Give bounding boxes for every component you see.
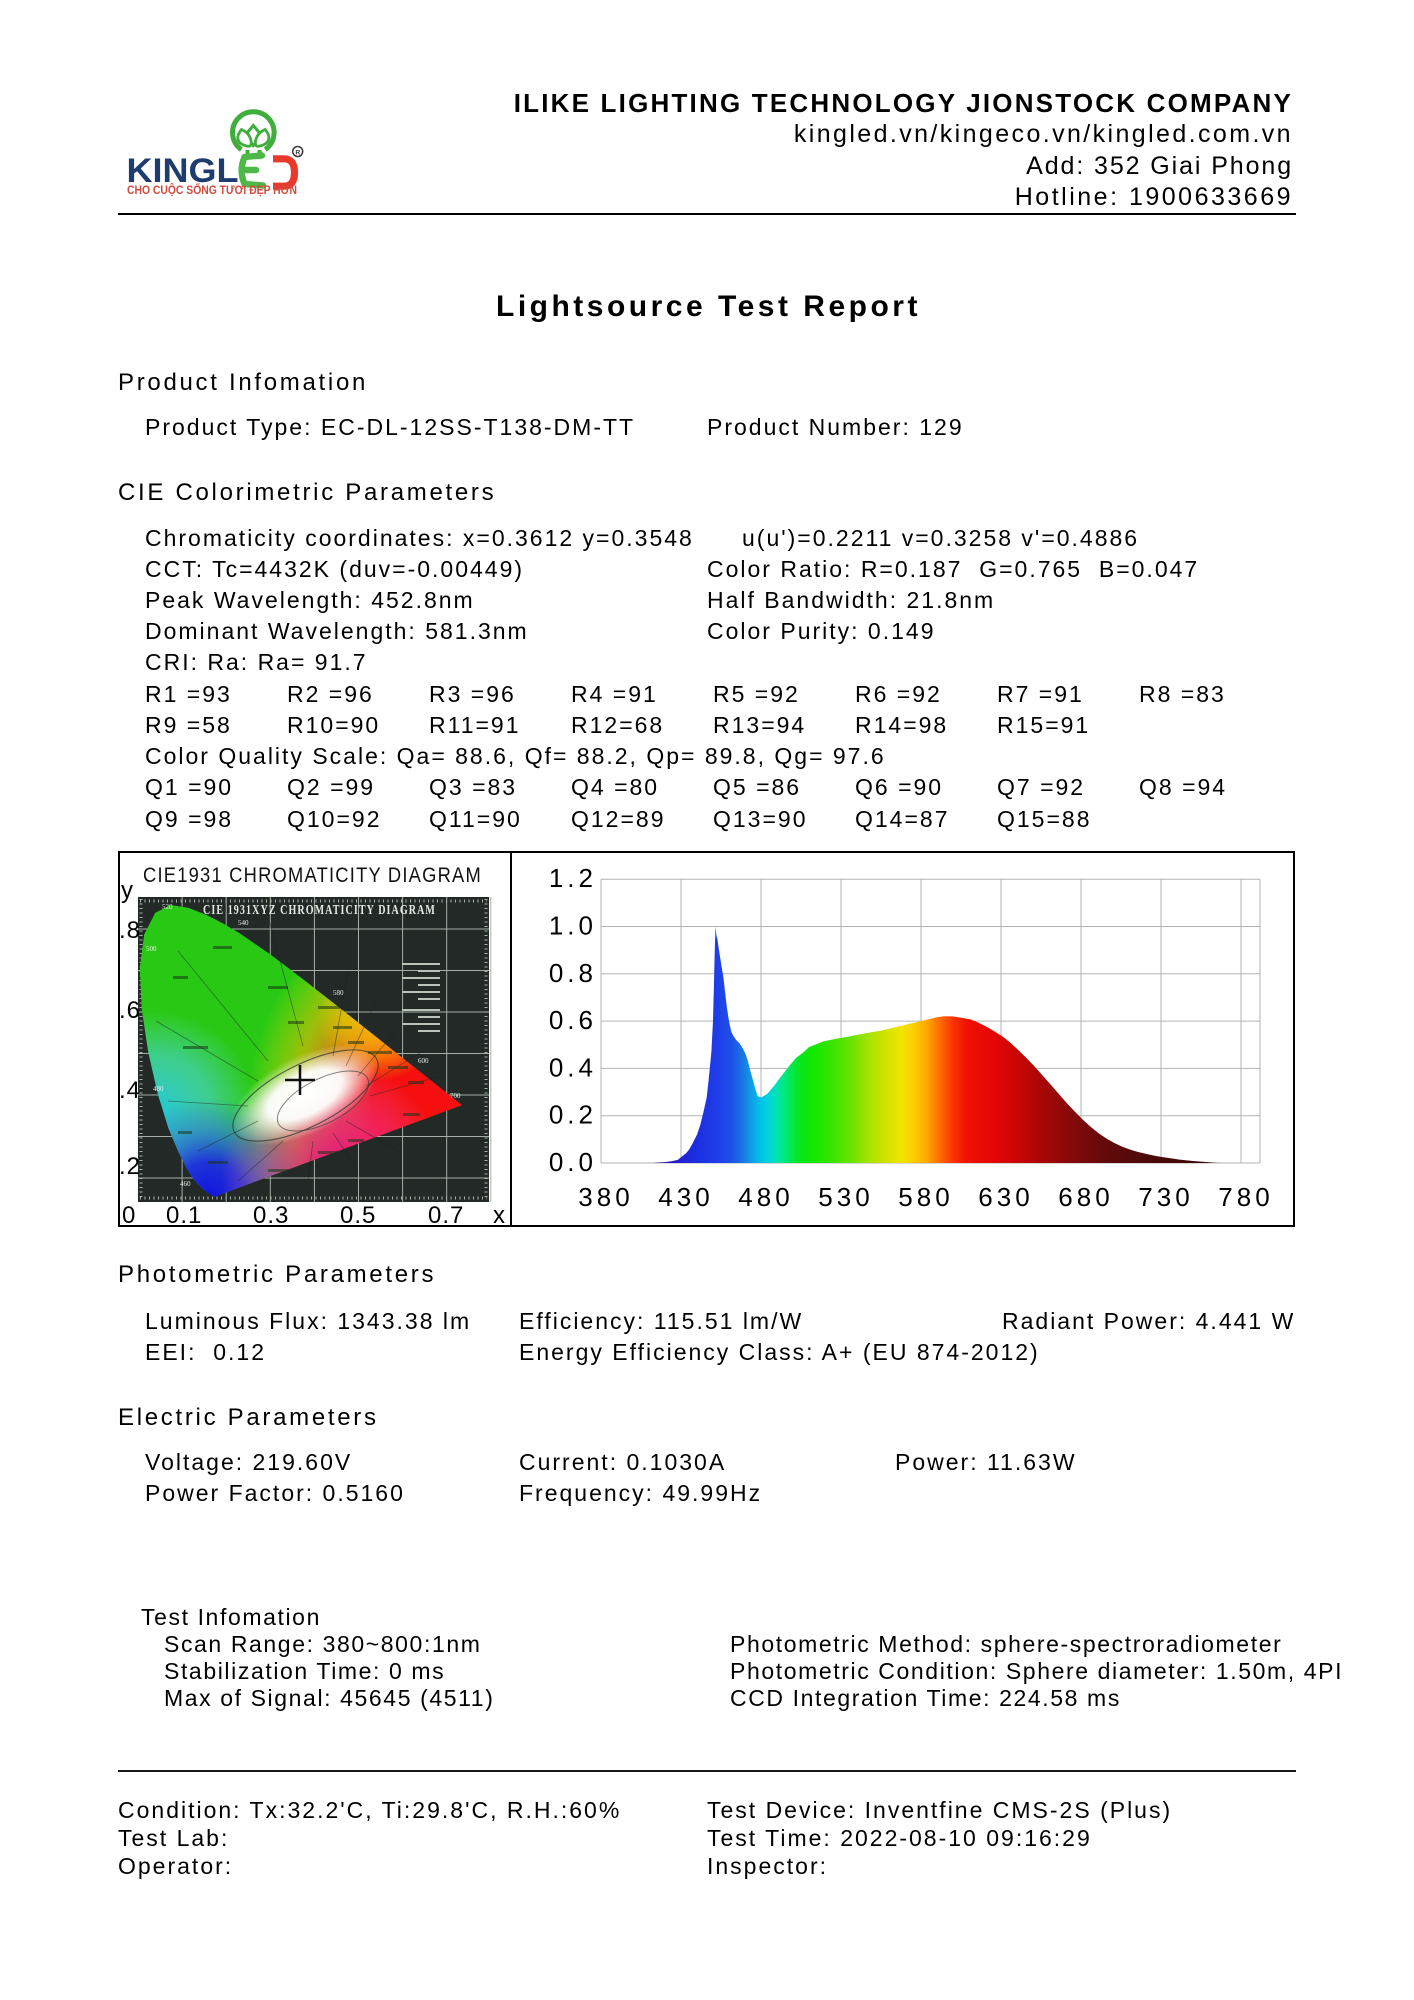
svg-text:780: 780	[1218, 1182, 1273, 1212]
svg-text:0.8: 0.8	[549, 958, 597, 988]
svg-text:530: 530	[818, 1182, 873, 1212]
svg-text:1.2: 1.2	[549, 863, 597, 893]
svg-text:0.5: 0.5	[340, 1202, 376, 1227]
svg-text:x: x	[493, 1202, 506, 1227]
svg-text:0.4: 0.4	[549, 1052, 597, 1082]
svg-text:.4: .4	[119, 1077, 141, 1104]
svg-text:580: 580	[333, 989, 344, 997]
svg-text:R: R	[295, 149, 300, 156]
svg-text:0.2: 0.2	[549, 1100, 597, 1130]
svg-text:630: 630	[978, 1182, 1033, 1212]
svg-text:0.7: 0.7	[428, 1202, 464, 1227]
svg-text:CIE 1931XYZ CHROMATICITY DIAGR: CIE 1931XYZ CHROMATICITY DIAGRAM	[203, 903, 436, 918]
svg-text:480: 480	[153, 1085, 164, 1093]
svg-text:.8: .8	[119, 917, 141, 944]
svg-text:KINGL: KINGL	[127, 152, 239, 190]
svg-text:580: 580	[898, 1182, 953, 1212]
svg-text:520: 520	[162, 903, 173, 911]
svg-text:y: y	[121, 877, 134, 904]
svg-text:540: 540	[238, 919, 249, 927]
svg-text:0.3: 0.3	[253, 1202, 289, 1227]
svg-text:0.1: 0.1	[166, 1202, 202, 1227]
svg-text:.2: .2	[119, 1153, 141, 1180]
svg-text:700: 700	[450, 1092, 461, 1100]
svg-text:0: 0	[122, 1202, 136, 1227]
svg-text:1.0: 1.0	[549, 911, 597, 941]
svg-text:480: 480	[738, 1182, 793, 1212]
svg-text:CIE1931 CHROMATICITY DIAGRAM: CIE1931 CHROMATICITY DIAGRAM	[143, 864, 482, 887]
svg-text:380: 380	[578, 1182, 633, 1212]
svg-text:600: 600	[418, 1057, 429, 1065]
svg-text:0.0: 0.0	[549, 1147, 597, 1177]
svg-text:.6: .6	[119, 997, 141, 1024]
svg-text:730: 730	[1138, 1182, 1193, 1212]
svg-text:680: 680	[1058, 1182, 1113, 1212]
svg-text:430: 430	[658, 1182, 713, 1212]
svg-text:0.6: 0.6	[549, 1005, 597, 1035]
svg-text:460: 460	[180, 1180, 191, 1188]
svg-text:500: 500	[146, 945, 157, 953]
svg-text:CHO CUỘC SỐNG TƯƠI ĐẸP HƠN: CHO CUỘC SỐNG TƯƠI ĐẸP HƠN	[127, 183, 297, 197]
